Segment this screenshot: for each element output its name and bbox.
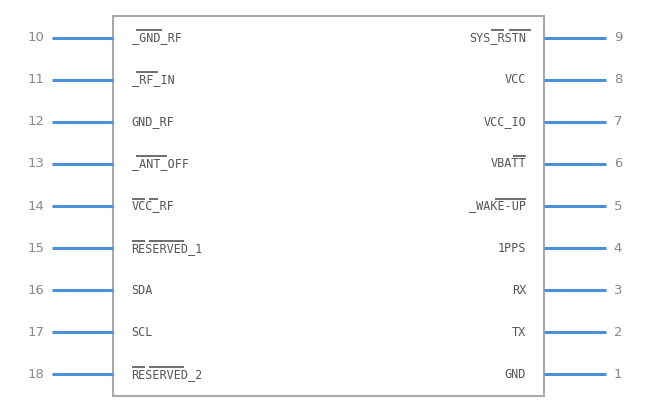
Text: TX: TX	[512, 326, 526, 339]
Text: 14: 14	[27, 199, 44, 213]
Text: 9: 9	[614, 31, 622, 44]
Text: 12: 12	[27, 115, 44, 128]
Text: 10: 10	[27, 31, 44, 44]
Text: RESERVED_1: RESERVED_1	[132, 241, 203, 255]
Text: VCC_IO: VCC_IO	[483, 115, 526, 128]
Text: 4: 4	[614, 241, 622, 255]
Text: 15: 15	[27, 241, 44, 255]
Text: _RF_IN: _RF_IN	[132, 73, 174, 86]
Text: 3: 3	[614, 284, 622, 297]
Text: 13: 13	[27, 157, 44, 171]
Text: 6: 6	[614, 157, 622, 171]
Text: GND_RF: GND_RF	[132, 115, 174, 128]
Text: SDA: SDA	[132, 284, 153, 297]
Text: 2: 2	[614, 326, 622, 339]
Text: VCC: VCC	[505, 73, 526, 86]
Text: RX: RX	[512, 284, 526, 297]
Text: 18: 18	[27, 368, 44, 381]
Text: 1PPS: 1PPS	[498, 241, 526, 255]
Text: 17: 17	[27, 326, 44, 339]
Text: 8: 8	[614, 73, 622, 86]
Text: SCL: SCL	[132, 326, 153, 339]
Text: SYS_RSTN: SYS_RSTN	[469, 31, 526, 44]
Text: GND: GND	[505, 368, 526, 381]
Text: 11: 11	[27, 73, 44, 86]
Text: _WAKE-UP: _WAKE-UP	[469, 199, 526, 213]
Text: _GND_RF: _GND_RF	[132, 31, 181, 44]
Text: 7: 7	[614, 115, 622, 128]
Text: 1: 1	[614, 368, 622, 381]
Bar	[113, 16, 544, 396]
Text: 16: 16	[27, 284, 44, 297]
Text: VBATT: VBATT	[491, 157, 526, 171]
Text: _ANT_OFF: _ANT_OFF	[132, 157, 189, 171]
Text: VCC_RF: VCC_RF	[132, 199, 174, 213]
Text: 5: 5	[614, 199, 622, 213]
Text: RESERVED_2: RESERVED_2	[132, 368, 203, 381]
